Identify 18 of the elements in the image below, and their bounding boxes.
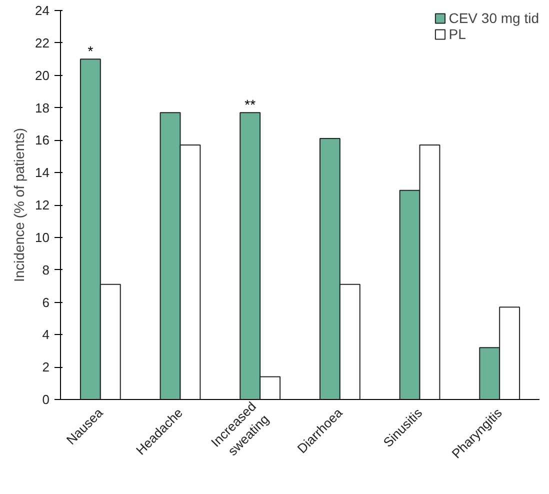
y-tick-label: 4	[42, 327, 50, 342]
y-tick-label: 24	[35, 3, 50, 18]
y-tick-label: 12	[35, 198, 50, 212]
annotation: **	[244, 96, 256, 113]
y-tick-label: 8	[42, 262, 50, 278]
y-tick-label: 0	[42, 392, 50, 407]
y-tick-label: 6	[42, 294, 50, 310]
y-tick-label: 2	[42, 360, 50, 375]
legend-label: PL	[448, 26, 467, 42]
annotation: *	[88, 43, 94, 60]
y-tick-label: 14	[35, 165, 50, 180]
y-tick-label: 16	[35, 132, 50, 148]
y-tick-label: 22	[35, 35, 50, 50]
y-axis-title: Incidence (% of patients)	[11, 128, 28, 282]
y-tick-label: 18	[35, 100, 50, 116]
y-tick-label: 10	[35, 230, 50, 245]
legend-label: CEV 30 mg tid	[448, 10, 539, 26]
y-tick-label: 20	[35, 68, 50, 83]
